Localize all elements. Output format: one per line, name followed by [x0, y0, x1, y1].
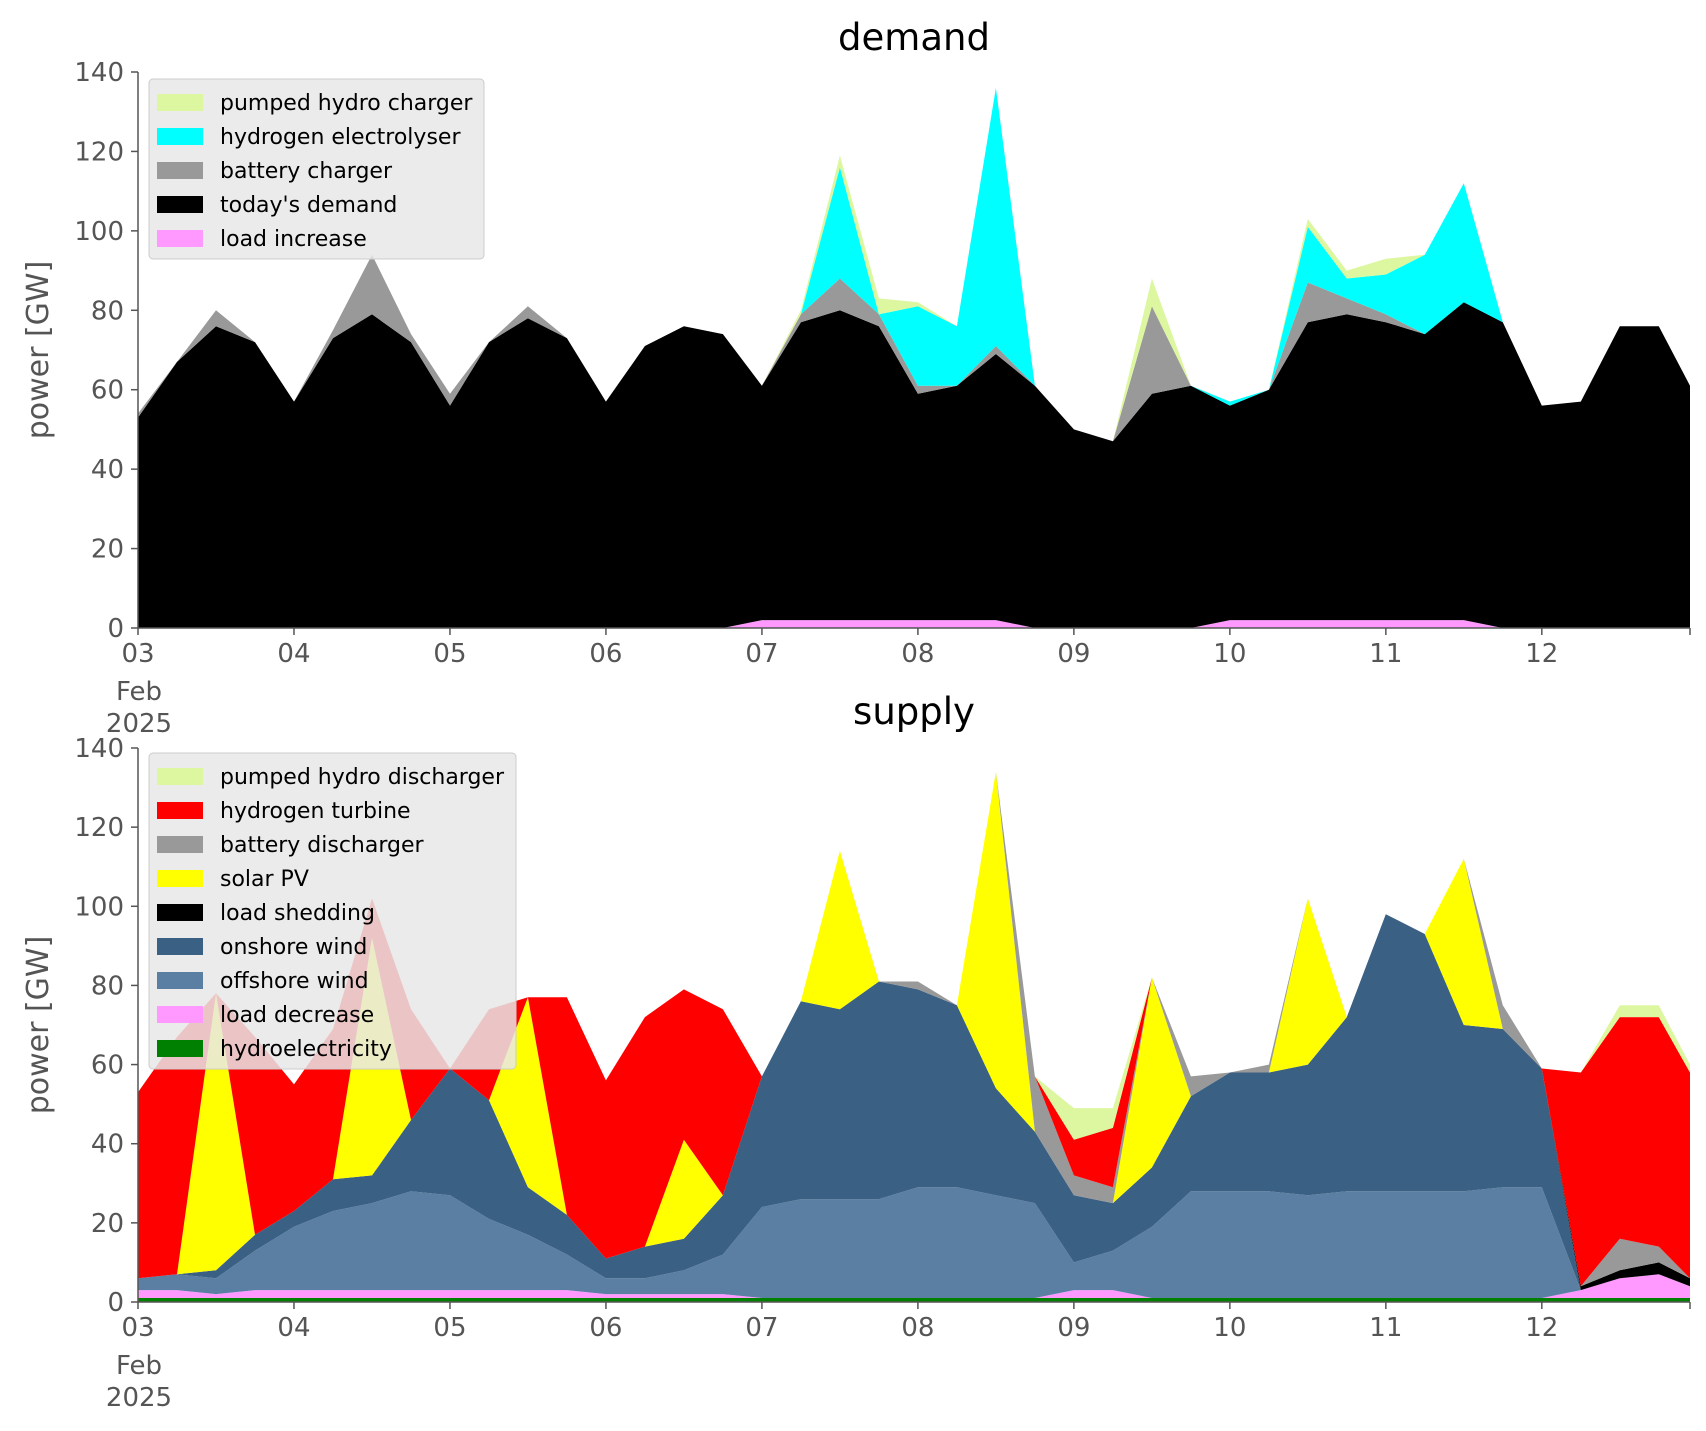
- x-tick-label: 09: [1057, 639, 1090, 669]
- x-tick-label: 09: [1057, 1313, 1090, 1343]
- y-tick-label: 120: [74, 137, 124, 167]
- y-tick-label: 100: [74, 892, 124, 922]
- x-tick-label: 05: [433, 639, 466, 669]
- area-battery-charger: [138, 254, 1690, 442]
- legend-swatch: [157, 802, 203, 819]
- area-load-increase: [138, 620, 1690, 628]
- legend-entry: battery charger: [220, 159, 393, 184]
- x-tick-label: 04: [277, 1313, 310, 1343]
- legend-swatch: [157, 196, 203, 213]
- x-tick-label: 03: [121, 639, 154, 669]
- x-tick-label: 12: [1525, 639, 1558, 669]
- legend-swatch: [157, 1040, 203, 1057]
- y-tick-label: 20: [91, 535, 124, 565]
- y-tick-label: 40: [91, 1130, 124, 1160]
- x-tick-sublabel: Feb: [116, 1351, 162, 1381]
- y-tick-label: 40: [91, 455, 124, 485]
- chart-title: demand: [838, 16, 990, 59]
- x-tick-label: 07: [745, 639, 778, 669]
- y-tick-label: 60: [91, 376, 124, 406]
- legend-swatch: [157, 904, 203, 921]
- x-tick-label: 06: [589, 1313, 622, 1343]
- chart-title: supply: [853, 690, 975, 733]
- y-tick-label: 60: [91, 1051, 124, 1081]
- x-tick-label: 10: [1213, 1313, 1246, 1343]
- x-tick-sublabel: 2025: [106, 1383, 172, 1413]
- x-tick-label: 03: [121, 1313, 154, 1343]
- legend-entry: onshore wind: [220, 935, 367, 960]
- legend-entry: pumped hydro charger: [220, 91, 473, 116]
- x-tick-label: 08: [901, 639, 934, 669]
- y-tick-label: 100: [74, 217, 124, 247]
- x-tick-label: 10: [1213, 639, 1246, 669]
- legend-swatch: [157, 870, 203, 887]
- legend-entry: pumped hydro discharger: [220, 765, 505, 790]
- x-tick-label: 08: [901, 1313, 934, 1343]
- y-tick-label: 0: [107, 1288, 124, 1318]
- x-tick-sublabel: 2025: [106, 709, 172, 739]
- legend-swatch: [157, 1006, 203, 1023]
- y-axis-label: power [GW]: [21, 936, 56, 1115]
- area-today-s-demand: [138, 302, 1690, 628]
- legend: pumped hydro charger hydrogen electrolyse…: [148, 78, 485, 260]
- y-axis-label: power [GW]: [21, 261, 56, 440]
- y-tick-label: 0: [107, 614, 124, 644]
- legend-box: [148, 78, 485, 260]
- legend-swatch: [157, 94, 203, 111]
- legend-swatch: [157, 938, 203, 955]
- x-tick-label: 11: [1369, 1313, 1402, 1343]
- legend-swatch: [157, 768, 203, 785]
- legend-swatch: [157, 230, 203, 247]
- legend-entry: hydrogen electrolyser: [220, 125, 461, 150]
- y-tick-label: 80: [91, 971, 124, 1001]
- x-tick-label: 06: [589, 639, 622, 669]
- legend-entry: load shedding: [220, 901, 375, 926]
- area-load-decrease: [138, 1274, 1690, 1298]
- x-tick-label: 05: [433, 1313, 466, 1343]
- legend-entry: offshore wind: [220, 969, 369, 994]
- chart-panel-demand: 0 20 40 60 80 100 120 140 03 04 05 06 07 08 09 10 11 12 Fe…: [21, 16, 1691, 739]
- y-tick-label: 80: [91, 296, 124, 326]
- y-tick-label: 20: [91, 1209, 124, 1239]
- legend-entry: hydrogen turbine: [220, 799, 411, 824]
- legend-entry: battery discharger: [220, 833, 425, 858]
- legend-entry: load decrease: [220, 1003, 374, 1028]
- x-tick-label: 12: [1525, 1313, 1558, 1343]
- legend-box: [148, 752, 517, 1070]
- x-tick-label: 07: [745, 1313, 778, 1343]
- area-solar-pv: [138, 771, 1690, 1287]
- legend: pumped hydro discharger hydrogen turbine b…: [148, 752, 517, 1070]
- x-tick-sublabel: Feb: [116, 677, 162, 707]
- area-hydrogen-electrolyser: [138, 87, 1690, 442]
- area-onshore-wind: [138, 914, 1690, 1291]
- area-hydroelectricity: [138, 1298, 1690, 1302]
- legend-swatch: [157, 162, 203, 179]
- y-tick-label: 120: [74, 813, 124, 843]
- y-tick-label: 140: [74, 58, 124, 88]
- legend-swatch: [157, 836, 203, 853]
- legend-entry: solar PV: [220, 867, 309, 892]
- legend-entry: hydroelectricity: [220, 1037, 392, 1062]
- legend-entry: load increase: [220, 227, 367, 252]
- x-tick-label: 04: [277, 639, 310, 669]
- legend-swatch: [157, 128, 203, 145]
- y-tick-label: 140: [74, 734, 124, 764]
- legend-swatch: [157, 972, 203, 989]
- chart-panel-supply: 0 20 40 60 80 100 120 140 03 04 05 06 07 08 09 10 11 12 Fe…: [21, 690, 1691, 1413]
- area-offshore-wind: [138, 1187, 1690, 1298]
- legend-entry: today's demand: [220, 193, 397, 218]
- area-pumped-hydro-charger: [138, 87, 1690, 442]
- x-tick-label: 11: [1369, 639, 1402, 669]
